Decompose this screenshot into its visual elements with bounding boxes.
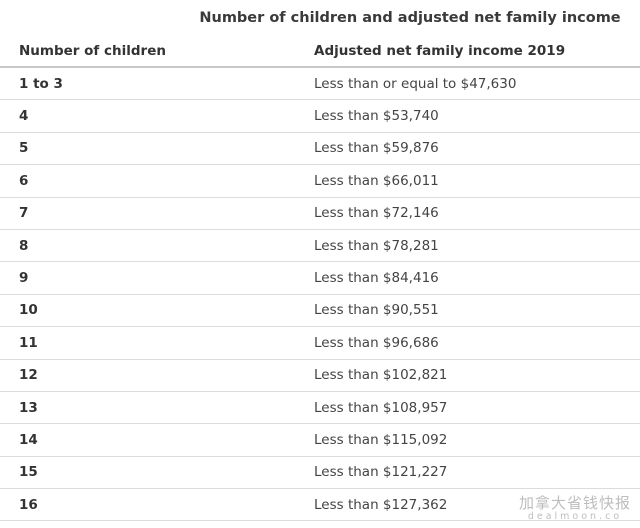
header-number-of-children: Number of children [19, 42, 166, 59]
children-cell: 1 to 3 [19, 75, 63, 92]
children-cell: 7 [19, 205, 29, 222]
table-row: 15 Less than $121,227 [0, 457, 640, 490]
children-cell: 14 [19, 431, 38, 448]
table-row: 1 to 3 Less than or equal to $47,630 [0, 68, 640, 101]
children-cell: 11 [19, 334, 38, 351]
table-row: 14 Less than $115,092 [0, 424, 640, 457]
table-caption: Number of children and adjusted net fami… [199, 10, 621, 26]
income-cell: Less than $78,281 [314, 237, 439, 254]
income-cell: Less than $90,551 [314, 302, 439, 319]
children-cell: 13 [19, 399, 38, 416]
children-cell: 15 [19, 464, 38, 481]
income-cell: Less than $84,416 [314, 270, 439, 287]
table-row: 5 Less than $59,876 [0, 133, 640, 166]
watermark: 加拿大省钱快报 dealmoon.co [516, 496, 634, 522]
income-cell: Less than or equal to $47,630 [314, 75, 517, 92]
income-cell: Less than $115,092 [314, 431, 448, 448]
income-cell: Less than $59,876 [314, 140, 439, 157]
children-cell: 16 [19, 496, 38, 513]
income-cell: Less than $53,740 [314, 108, 439, 125]
table-row: 6 Less than $66,011 [0, 165, 640, 198]
watermark-domain-text: dealmoon.co [527, 511, 623, 523]
children-cell: 9 [19, 270, 29, 287]
table-header-row: Number of children Adjusted net family i… [0, 35, 640, 68]
income-cell: Less than $66,011 [314, 172, 439, 189]
income-cell: Less than $108,957 [314, 399, 448, 416]
income-cell: Less than $72,146 [314, 205, 439, 222]
table-row: 9 Less than $84,416 [0, 262, 640, 295]
children-cell: 5 [19, 140, 29, 157]
table-row: 13 Less than $108,957 [0, 392, 640, 425]
table-row: 11 Less than $96,686 [0, 327, 640, 360]
children-cell: 10 [19, 302, 38, 319]
header-adjusted-income: Adjusted net family income 2019 [314, 42, 566, 59]
table-row: 10 Less than $90,551 [0, 295, 640, 328]
income-cell: Less than $121,227 [314, 464, 448, 481]
watermark-chinese-text: 加拿大省钱快报 [518, 494, 631, 513]
children-cell: 4 [19, 108, 29, 125]
income-cell: Less than $96,686 [314, 334, 439, 351]
table-row: 7 Less than $72,146 [0, 198, 640, 230]
income-table: Number of children Adjusted net family i… [0, 35, 640, 522]
table-row: 16 Less than $127,362 [0, 489, 640, 522]
table-row: 8 Less than $78,281 [0, 230, 640, 263]
table-row: 12 Less than $102,821 [0, 360, 640, 392]
children-cell: 12 [19, 367, 38, 384]
income-cell: Less than $102,821 [314, 367, 448, 384]
income-cell: Less than $127,362 [314, 496, 448, 513]
children-cell: 6 [19, 172, 29, 189]
children-cell: 8 [19, 237, 29, 254]
table-row: 4 Less than $53,740 [0, 100, 640, 133]
